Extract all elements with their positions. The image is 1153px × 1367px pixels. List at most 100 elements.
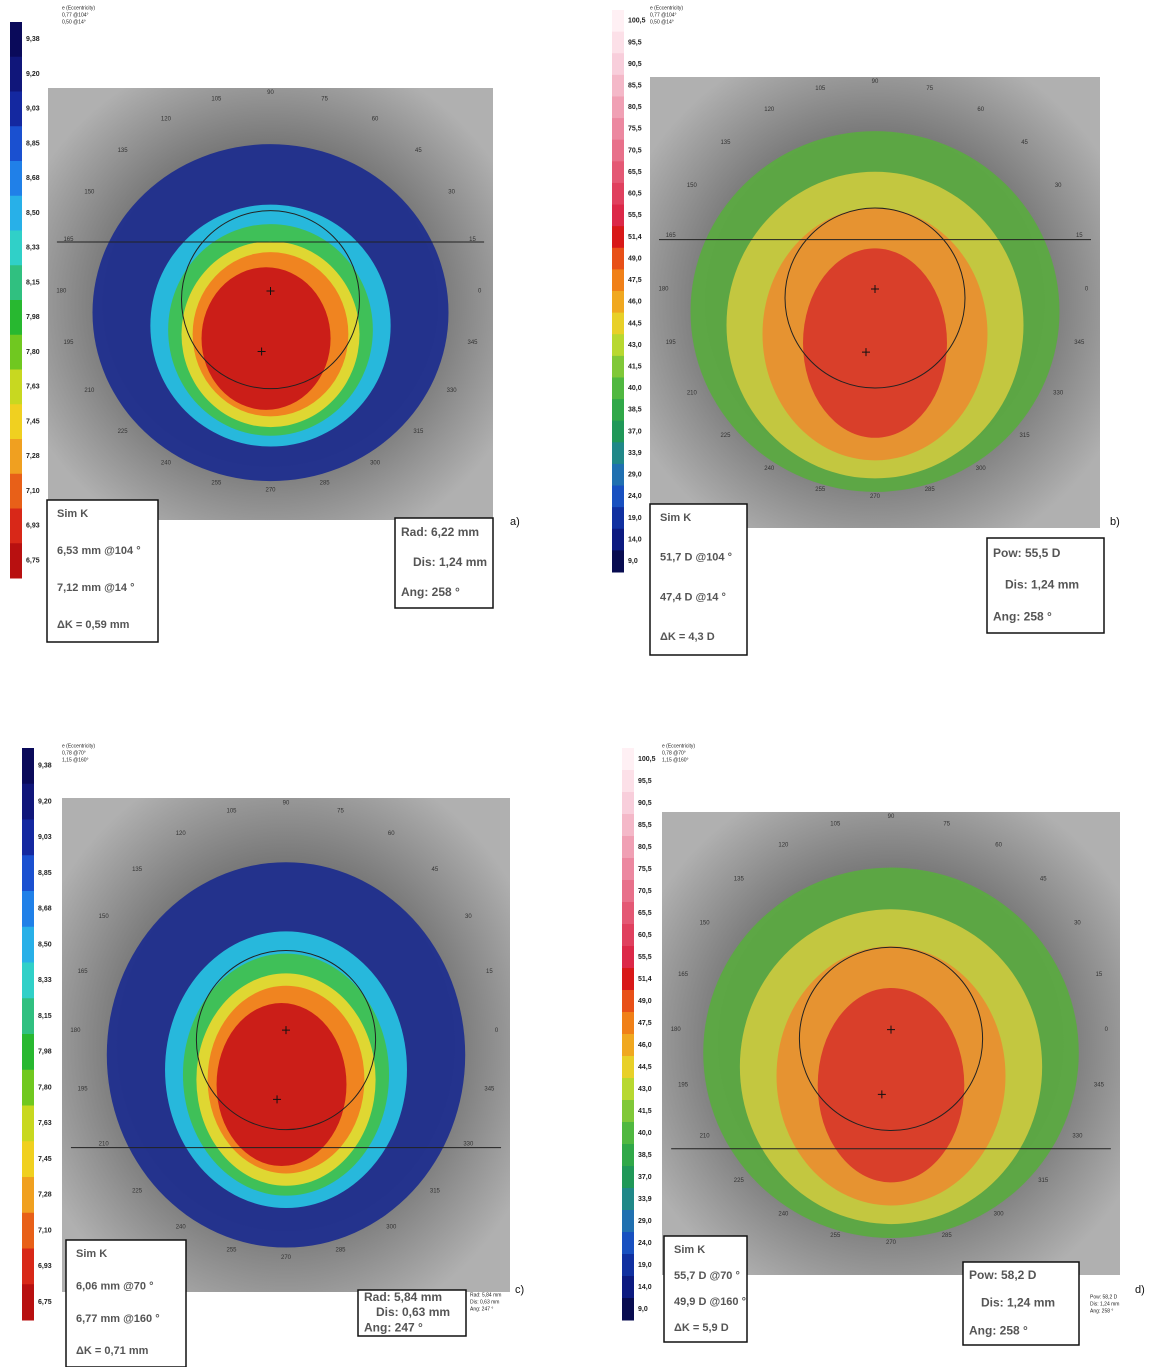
angle-label: 180 [56,289,67,295]
scale-label: 9,20 [26,71,40,78]
angle-label: 15 [1096,972,1103,978]
scale-cell [622,902,634,925]
scale-label: 7,45 [26,418,40,425]
angle-label: 75 [943,821,950,827]
sim-k-text: 6,77 mm @160 ° [76,1313,160,1325]
scale-label: 43,0 [638,1086,652,1093]
angle-label: 150 [84,189,95,195]
scale-cell [612,334,624,356]
scale-label: 6,93 [26,523,40,530]
scale-cell [22,1249,34,1285]
info-text: Pow: 58,2 D [969,1268,1037,1282]
angle-label: 105 [226,808,237,814]
scale-cell [22,927,34,963]
angle-label: 330 [463,1141,474,1147]
header-text: e (Eccentricity) [650,5,683,11]
angle-label: 255 [830,1233,841,1239]
angle-label: 345 [1074,340,1085,346]
scale-cell [612,313,624,335]
scale-cell [22,1070,34,1106]
angle-label: 285 [925,487,936,493]
scale-cell [612,442,624,464]
scale-cell [622,1166,634,1189]
scale-cell [622,1078,634,1101]
scale-cell [22,1213,34,1249]
angle-label: 75 [926,86,933,92]
scale-label: 7,63 [38,1120,52,1127]
angle-label: 90 [872,79,879,85]
scale-cell [622,858,634,881]
scale-cell [22,748,34,784]
scale-label: 41,5 [628,363,642,370]
scale-cell [612,32,624,54]
scale-label: 38,5 [638,1152,652,1159]
angle-label: 270 [886,1240,897,1246]
angle-label: 180 [671,1027,682,1033]
scale-cell [10,57,22,92]
scale-cell [612,421,624,443]
sim-k-text: 51,7 D @104 ° [660,552,732,564]
scale-label: 8,50 [26,210,40,217]
scale-cell [10,509,22,544]
scale-label: 8,15 [38,1013,52,1020]
scale-label: 80,5 [628,104,642,111]
scale-label: 70,5 [638,888,652,895]
scale-label: 47,5 [638,1020,652,1027]
scale-label: 19,0 [638,1262,652,1269]
sim-k-text: 49,9 D @160 ° [674,1296,746,1308]
scale-label: 9,03 [26,106,40,113]
scale-cell [622,1210,634,1233]
scale-cell [622,968,634,991]
scale-cell [10,474,22,509]
scale-label: 60,5 [638,932,652,939]
angle-label: 270 [265,487,276,493]
angle-label: 120 [778,843,789,849]
scale-cell [612,161,624,183]
scale-label: 24,0 [628,493,642,500]
scale-label: 65,5 [638,910,652,917]
map-zone [818,988,965,1182]
scale-cell [622,792,634,815]
mini-info-text: Dis: 0,63 mm [470,1299,499,1305]
angle-label: 105 [211,97,222,103]
scale-cell [10,92,22,127]
angle-label: 45 [1021,140,1028,146]
angle-label: 300 [994,1212,1005,1218]
angle-label: 60 [388,831,395,837]
sim-k-text: 6,53 mm @104 ° [57,545,141,557]
scale-cell [612,464,624,486]
scale-cell [622,990,634,1013]
scale-label: 9,20 [38,798,52,805]
angle-label: 30 [1055,183,1062,189]
scale-label: 7,80 [26,349,40,356]
scale-cell [22,1106,34,1142]
scale-label: 85,5 [628,82,642,89]
scale-label: 7,28 [38,1192,52,1199]
scale-cell [622,1298,634,1321]
scale-cell [622,880,634,903]
info-text: Dis: 0,63 mm [376,1305,450,1319]
angle-label: 210 [84,388,95,394]
angle-label: 210 [700,1134,711,1140]
angle-label: 45 [1040,877,1047,883]
scale-label: 41,5 [638,1108,652,1115]
info-text: Pow: 55,5 D [993,546,1061,560]
header-text: e (Eccentricity) [62,743,95,749]
angle-label: 120 [176,831,187,837]
scale-cell [22,1034,34,1070]
scale-label: 7,45 [38,1156,52,1163]
angle-label: 195 [78,1087,89,1093]
scale-cell [22,998,34,1034]
scale-label: 6,75 [26,557,40,564]
angle-label: 225 [734,1178,745,1184]
scale-label: 47,5 [628,277,642,284]
info-text: Ang: 258 ° [401,585,460,599]
scale-cell [612,118,624,140]
angle-label: 120 [764,107,775,113]
angle-label: 15 [469,237,476,243]
scale-label: 75,5 [638,866,652,873]
mini-info-text: Dis: 1,24 mm [1090,1301,1119,1307]
mini-info-text: Rad: 5,84 mm [470,1292,501,1298]
angle-label: 90 [283,801,290,807]
angle-label: 330 [1072,1134,1083,1140]
